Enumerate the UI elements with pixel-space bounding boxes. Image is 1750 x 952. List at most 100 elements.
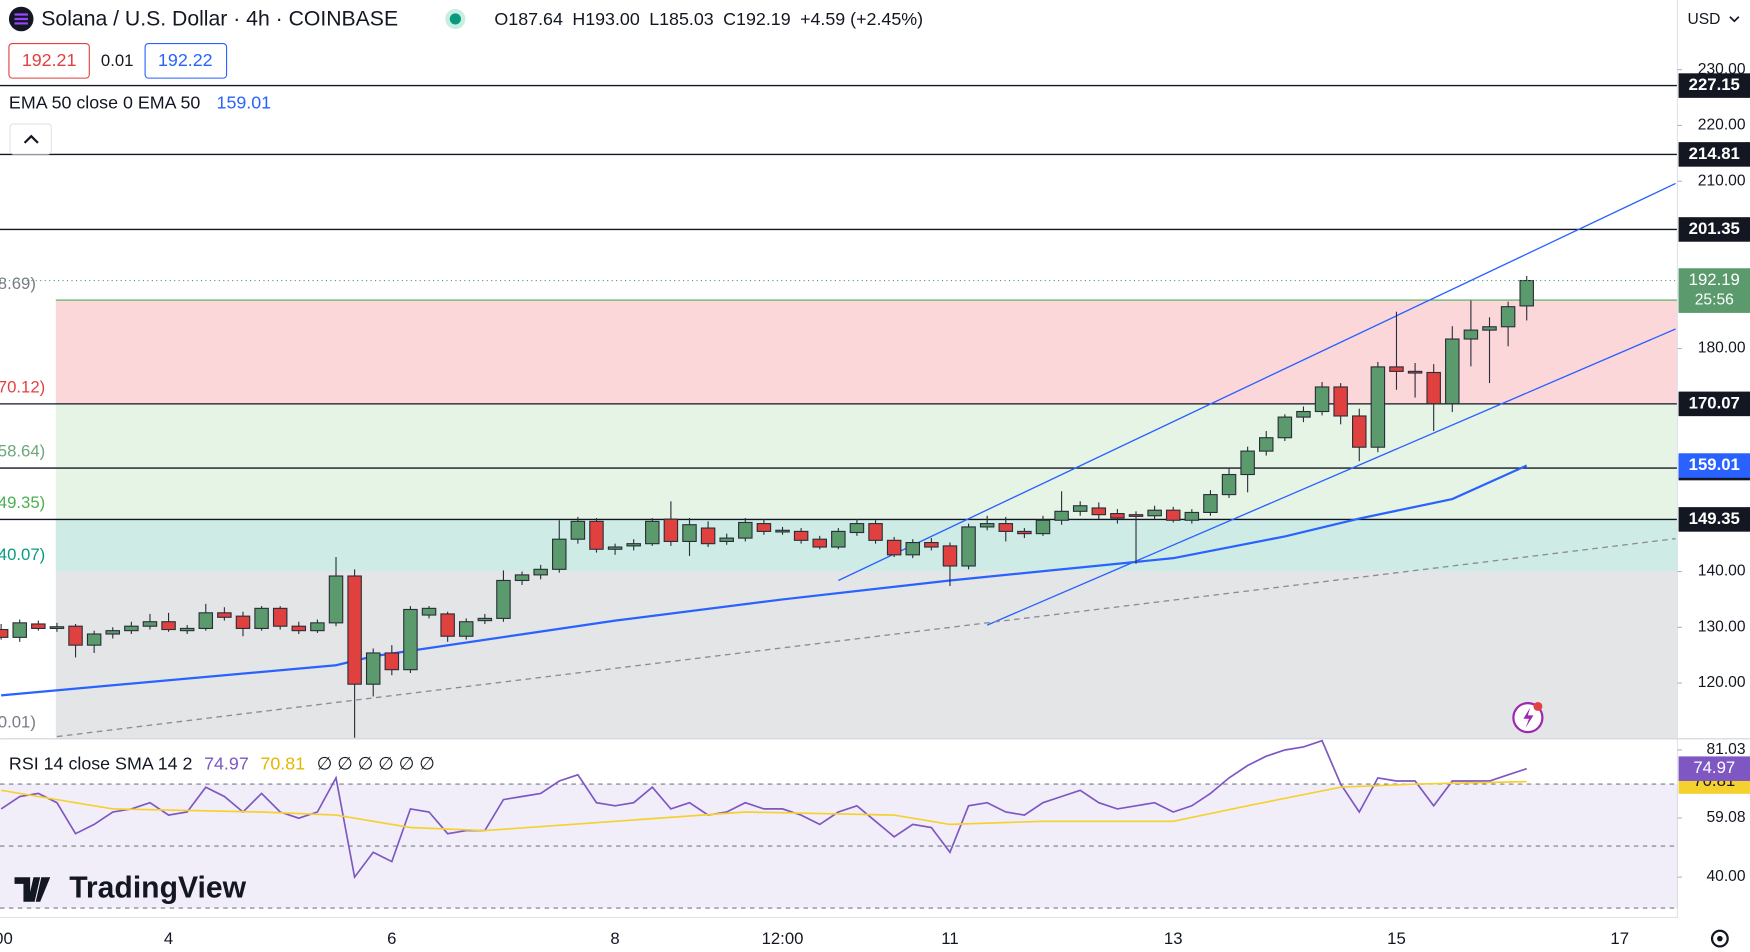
candle-body: [384, 652, 400, 671]
x-tick-label: 12:00: [762, 929, 804, 948]
candle-body: [347, 575, 362, 685]
level-label-bg: [1678, 217, 1750, 242]
candle-body: [310, 622, 325, 632]
level-label: 227.15: [1689, 75, 1740, 94]
candle-body: [86, 633, 102, 646]
candle-body: [979, 523, 995, 528]
candle-body: [738, 521, 753, 539]
candle-body: [1072, 505, 1088, 512]
level-label-bg: [1678, 142, 1750, 167]
rsi-legend: RSI 14 close SMA 14 2 74.97 70.81 ∅ ∅ ∅ …: [9, 753, 435, 773]
candle-body: [105, 630, 121, 635]
change-value: +4.59 (+2.45%): [800, 9, 923, 29]
candle-body: [161, 621, 176, 631]
candle-body: [49, 626, 65, 629]
x-tick-label: 8: [610, 929, 619, 948]
fib-label: 70.12): [0, 377, 45, 396]
fib-zone: [55, 571, 1678, 739]
candle-body: [0, 628, 9, 638]
candle-body: [793, 530, 809, 541]
trend-line: [986, 328, 1676, 626]
rsi-line: [0, 780, 1527, 832]
candle-body: [1165, 509, 1181, 521]
y-tick-label: 130.00: [1698, 618, 1746, 635]
candle-body: [1017, 530, 1032, 535]
level-label: 214.81: [1689, 144, 1740, 163]
currency-caret[interactable]: [1729, 16, 1740, 23]
candle-body: [905, 541, 921, 556]
x-tick-label: 11: [941, 929, 958, 948]
collapse-button[interactable]: [9, 123, 52, 155]
candle-body: [1203, 494, 1218, 514]
y-tick-label: 59.08: [1706, 809, 1745, 826]
candle-body: [1184, 511, 1200, 521]
candle-body: [514, 574, 530, 582]
x-tick-label: 17: [1610, 929, 1629, 948]
candle-body: [142, 621, 158, 627]
spread: 0.01: [101, 51, 134, 70]
candle-body: [272, 607, 288, 627]
settings-icon[interactable]: [1710, 929, 1729, 948]
candle-body: [1240, 450, 1255, 476]
buy-price[interactable]: 192.22: [158, 50, 213, 70]
trend-line: [56, 537, 1676, 738]
sell-button[interactable]: [8, 42, 90, 79]
alert-bolt[interactable]: [1523, 707, 1534, 728]
candle-body: [1221, 473, 1237, 496]
level-label-bg: [1678, 507, 1750, 532]
candle-body: [1463, 329, 1479, 340]
candle-body: [719, 537, 734, 542]
x-tick-label: :00: [0, 929, 13, 948]
sell-price[interactable]: 192.21: [22, 50, 77, 70]
fib-label: 40.07): [0, 545, 45, 564]
x-tick-label: 15: [1387, 929, 1406, 948]
fib-label: 49.35): [0, 493, 45, 512]
rsi-value: 74.97: [204, 753, 249, 773]
candle-body: [179, 627, 195, 632]
logo-mark: [14, 877, 51, 902]
y-tick-label: 140.00: [1698, 563, 1746, 580]
currency[interactable]: USD: [1687, 11, 1720, 28]
low-value: L185.03: [649, 9, 714, 29]
candle-body: [291, 625, 307, 632]
candle-body: [1333, 386, 1348, 417]
candle-body: [849, 523, 865, 534]
status-dot: [449, 13, 461, 25]
rsi-line: [0, 739, 1527, 880]
fib-zone: [55, 519, 1678, 572]
buy-button[interactable]: [144, 42, 228, 79]
trend-line: [838, 182, 1676, 582]
y-tick-label: 220.00: [1698, 117, 1746, 134]
symbol-title: Solana / U.S. Dollar · 4h · COINBASE: [41, 8, 398, 31]
candle-body: [328, 575, 344, 624]
candle-body: [124, 625, 139, 632]
fib-zone: [55, 300, 1678, 404]
close-value: C192.19: [723, 9, 791, 29]
candle-body: [998, 523, 1014, 532]
candle-body: [775, 529, 790, 533]
high-value: H193.00: [572, 9, 640, 29]
candle-body: [812, 538, 827, 548]
fib-label: 0.01): [0, 713, 36, 732]
last-price-label: 192.19: [1689, 270, 1740, 289]
candle-body: [1352, 415, 1367, 448]
symbol-icon-lines: [14, 13, 28, 25]
settings-icon-center[interactable]: [1717, 935, 1723, 942]
candle-body: [961, 526, 976, 567]
candle-body: [421, 607, 437, 616]
candle-body: [1258, 437, 1274, 452]
alert-badge[interactable]: [1533, 702, 1543, 711]
candle-body: [1389, 366, 1404, 372]
candle-body: [682, 524, 697, 542]
collapse-icon[interactable]: [23, 134, 39, 144]
logo: TradingView: [14, 871, 247, 904]
candle-body: [1277, 416, 1293, 439]
candle-body: [31, 623, 46, 629]
rsi-sma-value: 70.81: [260, 753, 305, 773]
rsi-extra: ∅ ∅ ∅ ∅ ∅ ∅: [317, 753, 435, 773]
candle-body: [868, 523, 883, 541]
fib-label: 58.64): [0, 441, 45, 460]
level-label-bg: [1678, 391, 1750, 417]
